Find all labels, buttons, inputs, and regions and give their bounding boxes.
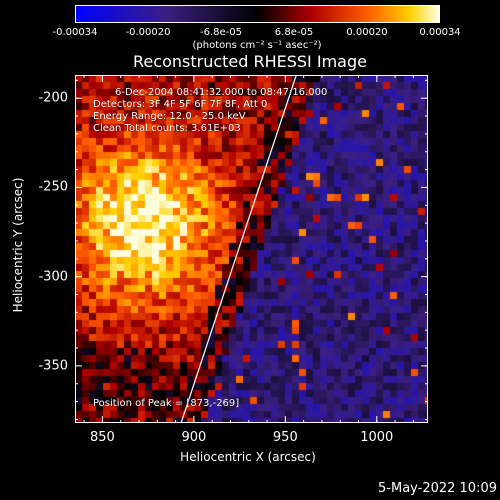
colorbar-unit-label: (photons cm⁻² s⁻¹ asec⁻²): [192, 40, 322, 51]
x-tick-label: 1000: [360, 430, 394, 445]
time-range-text: 6-Dec-2004 08:41:32.000 to 08:47:16.000: [115, 87, 328, 98]
colorbar-tick-label: 6.8e-05: [274, 27, 314, 38]
y-tick-label: -350: [38, 358, 68, 374]
colorbar-tick-label: -6.8e-05: [200, 27, 242, 38]
x-tick-label: 850: [90, 430, 115, 445]
detectors-text: Detectors: 3F 4F 5F 6F 7F 8F, Att 0: [93, 99, 268, 110]
colorbar: [75, 5, 440, 23]
colorbar-tick-label: -0.00034: [52, 27, 98, 38]
y-tick-label: -300: [38, 269, 68, 285]
x-tick-label: 950: [272, 430, 298, 445]
clean-counts-text: Clean Total counts: 3.61E+03: [93, 123, 241, 134]
date-stamp: 5-May-2022 10:09: [378, 481, 497, 496]
colorbar-tick-label: 0.00034: [419, 27, 461, 38]
y-axis-label: Heliocentric Y (arcsec): [11, 177, 25, 313]
colorbar-tick-label: -0.00020: [125, 27, 171, 38]
heatmap-image: [75, 75, 428, 423]
chart-title: Reconstructed RHESSI Image: [133, 52, 367, 71]
solar-limb-line: [180, 75, 297, 423]
energy-range-text: Energy Range: 12.0 - 25.0 keV: [93, 111, 246, 122]
colorbar-tick-label: 0.00020: [346, 27, 388, 38]
y-tick-label: -250: [38, 179, 68, 195]
plot-area: 6-Dec-2004 08:41:32.000 to 08:47:16.000 …: [75, 75, 428, 423]
peak-position-text: Position of Peak = [873,-269]: [93, 398, 240, 409]
plot-overlay: [180, 75, 297, 423]
x-axis-label: Heliocentric X (arcsec): [180, 450, 316, 464]
y-tick-label: -200: [38, 90, 68, 106]
x-tick-label: 900: [181, 430, 207, 445]
